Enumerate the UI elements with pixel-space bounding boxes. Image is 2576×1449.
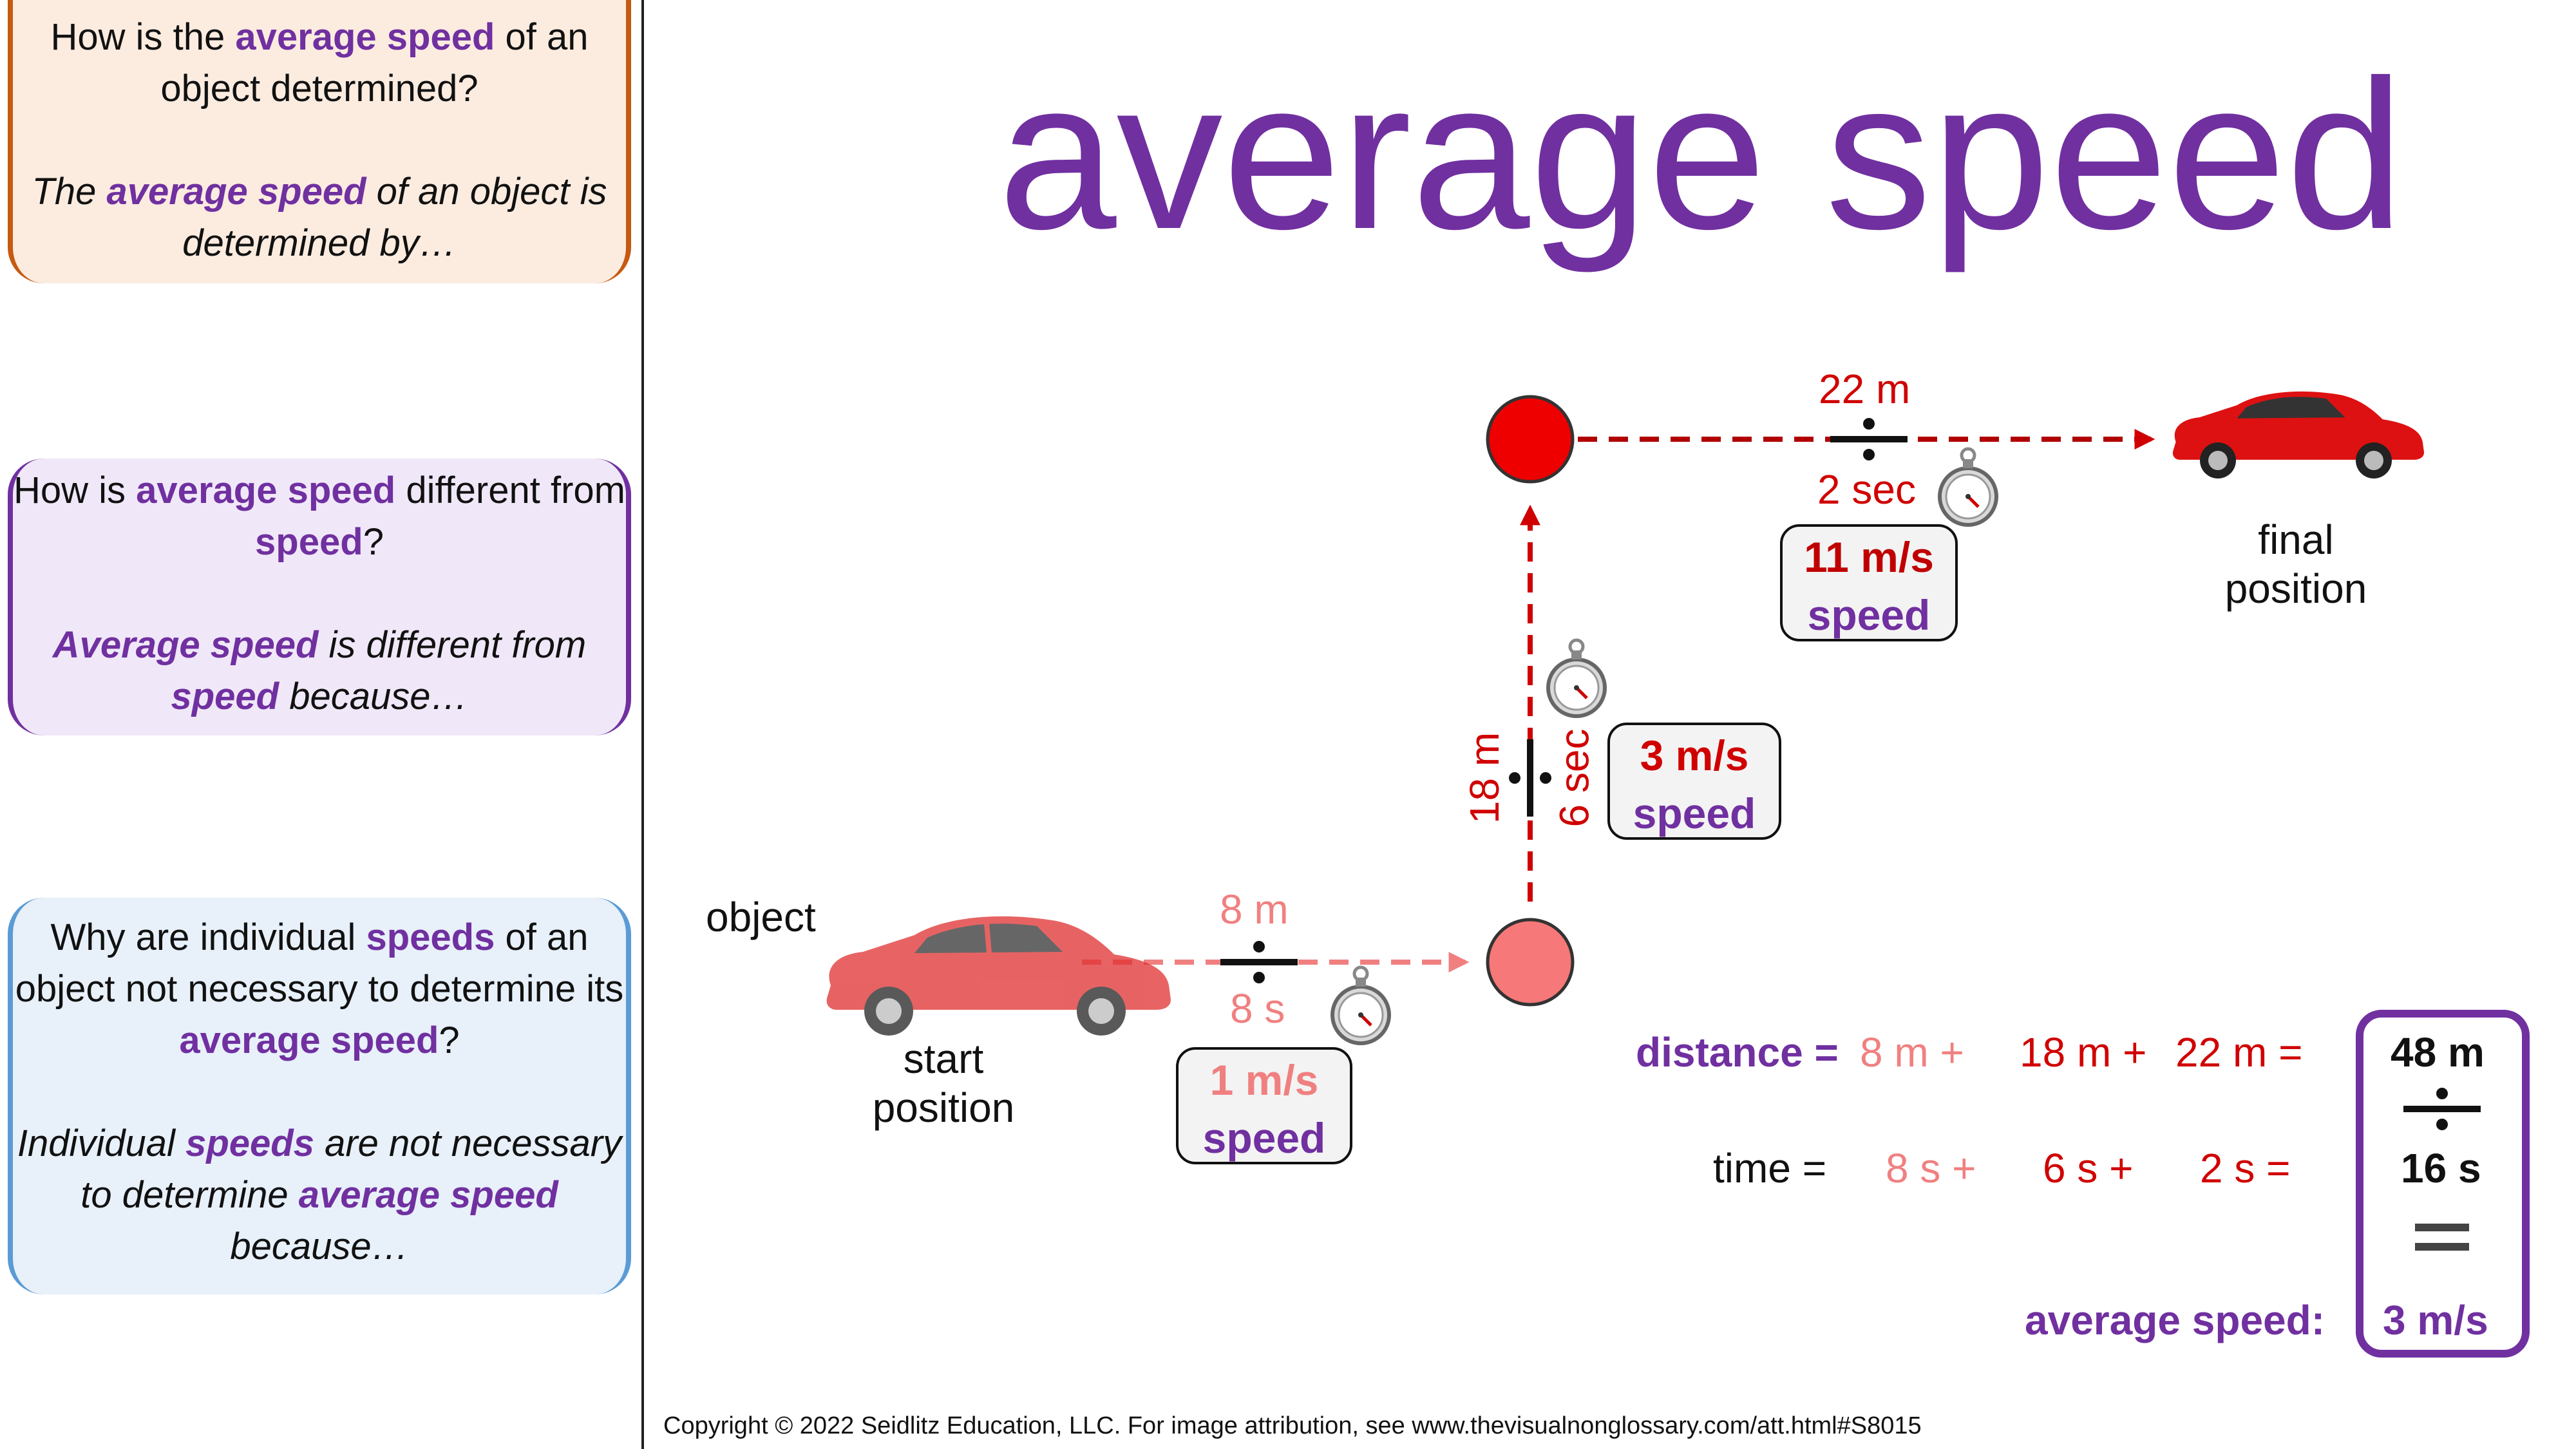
time-label: time = (1713, 1145, 1827, 1191)
time-term-3: 2 s = (2200, 1145, 2291, 1191)
leg3-distance: 22 m (1819, 366, 1911, 412)
text-run: speeds (366, 916, 495, 958)
diagram-panel (641, 0, 2576, 1449)
text-run: of an object not necessary to determine … (15, 916, 624, 1010)
final-position-label: final position (2196, 515, 2396, 613)
start-position-label: start position (844, 1034, 1043, 1132)
distance-label: distance = (1636, 1029, 1839, 1075)
leg1-speed-box: 1 m/s speed (1176, 1047, 1352, 1164)
leg3-speed-box: 11 m/s speed (1780, 524, 1958, 641)
equals-icon (2415, 1224, 2469, 1251)
leg3-divide-icon (1830, 418, 1908, 460)
leg1-divide-icon (1220, 941, 1298, 983)
distance-term-3: 22 m = (2175, 1029, 2303, 1075)
leg1-speed-value: 1 m/s (1209, 1056, 1319, 1104)
text-run: average speed (136, 469, 396, 511)
final-car-icon (2172, 391, 2425, 478)
text-run: ? (439, 1019, 460, 1061)
leg1-distance: 8 m (1220, 886, 1289, 933)
total-distance: 48 m (2391, 1029, 2485, 1075)
answer-3-text: Individual speeds are not necessary to d… (13, 1118, 626, 1273)
start-car-icon (826, 916, 1171, 1036)
leg2-distance: 18 m (1461, 732, 1508, 824)
total-time: 16 s (2401, 1145, 2481, 1191)
text-run: average speed (298, 1174, 558, 1216)
text-run: Individual (17, 1122, 186, 1164)
leg2-speed-box: 3 m/s speed (1607, 723, 1781, 840)
text-run: How is the (50, 16, 236, 58)
leg3-stopwatch-icon (1940, 449, 1996, 525)
question-card-1: How is the average speed of an object de… (8, 0, 631, 283)
copyright-text: Copyright © 2022 Seidlitz Education, LLC… (663, 1412, 1922, 1439)
leg2-speed-value: 3 m/s (1640, 732, 1749, 779)
text-run: because… (230, 1226, 409, 1267)
average-speed-label: average speed: (2025, 1297, 2325, 1343)
leg1-time: 8 s (1230, 985, 1285, 1032)
answer-2-text: Average speed is different from speed be… (13, 620, 626, 723)
average-speed-value: 3 m/s (2383, 1297, 2488, 1343)
question-2-text: How is average speed different from spee… (13, 465, 626, 568)
text-run: speeds (185, 1122, 314, 1164)
page-title: average speed (998, 35, 2405, 273)
start-label-line2: position (872, 1084, 1015, 1131)
leg2-stopwatch-icon (1548, 640, 1605, 716)
text-run: ? (363, 521, 384, 563)
text-run: is different from (318, 624, 587, 666)
leg3-speed-word: speed (1807, 591, 1931, 639)
question-1-text: How is the average speed of an object de… (13, 12, 626, 115)
question-3-text: Why are individual speeds of an object n… (13, 912, 626, 1066)
distance-term-1: 8 m + (1860, 1029, 1964, 1075)
text-run: speed (171, 676, 279, 717)
time-term-1: 8 s + (1886, 1145, 1976, 1191)
leg1-speed-word: speed (1202, 1114, 1326, 1162)
final-label-line1: final (2258, 516, 2334, 563)
result-box (2356, 1010, 2530, 1358)
waypoint-1 (1486, 918, 1575, 1007)
leg1-stopwatch-icon (1332, 967, 1389, 1043)
text-run: average speed (179, 1019, 439, 1061)
text-run: Average speed (52, 624, 319, 666)
question-card-2: How is average speed different from spee… (8, 459, 631, 735)
waypoint-2 (1486, 395, 1575, 484)
question-card-3: Why are individual speeds of an object n… (8, 898, 631, 1294)
distance-term-2: 18 m + (2020, 1029, 2147, 1075)
start-label-line1: start (903, 1036, 984, 1082)
text-run: How is (14, 469, 137, 511)
text-run: are not necessary to determine (80, 1122, 622, 1216)
answer-1-text: The average speed of an object is determ… (13, 166, 626, 269)
object-label: object (706, 894, 816, 940)
text-run: of an object determined? (160, 16, 589, 109)
text-run: different from (395, 469, 625, 511)
text-run: The (32, 171, 107, 213)
time-term-2: 6 s + (2043, 1145, 2134, 1191)
leg2-time: 6 sec (1551, 728, 1598, 828)
leg3-speed-value: 11 m/s (1804, 533, 1934, 581)
text-run: average speed (235, 16, 495, 58)
text-run: average speed (106, 171, 366, 213)
text-run: because… (279, 676, 468, 717)
leg2-divide-icon (1509, 739, 1551, 817)
final-label-line2: position (2224, 565, 2367, 612)
text-run: of an object is determined by… (182, 171, 607, 264)
leg2-speed-word: speed (1633, 790, 1756, 837)
text-run: speed (255, 521, 363, 563)
leg3-time: 2 sec (1817, 466, 1916, 513)
text-run: Why are individual (50, 916, 366, 958)
